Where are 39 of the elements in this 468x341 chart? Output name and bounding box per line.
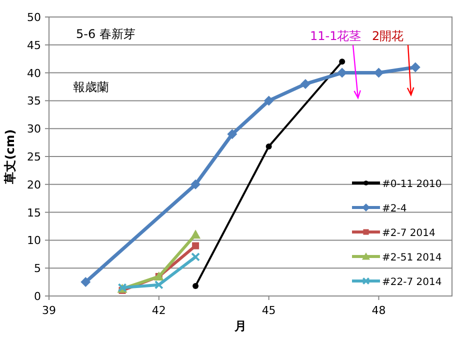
legend-label: #0-11 2010 [382, 179, 442, 190]
point [190, 230, 201, 239]
x-tick-label: 42 [152, 304, 166, 317]
y-tick-label: 0 [34, 290, 41, 303]
point [339, 58, 346, 65]
y-tick-label: 25 [27, 150, 41, 164]
x-tick-label: 48 [372, 304, 386, 317]
annotation: 報歳蘭 [73, 80, 109, 94]
point [80, 277, 91, 288]
point [192, 242, 200, 250]
y-tick-label: 35 [27, 94, 41, 108]
point [410, 62, 420, 72]
annotation: 5-6 春新芽 [76, 27, 136, 41]
y-tick-label: 5 [34, 262, 41, 276]
annotation: 2開花 [372, 29, 404, 43]
point [227, 129, 238, 140]
y-tick-label: 20 [27, 178, 41, 192]
legend-label: #2-7 2014 [382, 228, 436, 239]
y-tick-label: 50 [27, 11, 41, 24]
y-tick-label: 15 [27, 206, 41, 220]
y-tick-label: 30 [27, 122, 41, 136]
point [190, 179, 201, 190]
y-tick-label: 45 [27, 38, 41, 52]
point [192, 282, 199, 289]
x-tick-label: 45 [262, 304, 276, 317]
annotation: 11-1花茎 [310, 29, 362, 43]
point [191, 252, 200, 262]
legend-label: #2-4 [382, 204, 407, 214]
y-tick-label: 10 [27, 234, 41, 248]
point [300, 78, 310, 89]
point [266, 143, 272, 150]
x-axis-title: 月 [234, 319, 246, 333]
y-tick-label: 40 [27, 66, 41, 80]
point [264, 96, 274, 106]
legend-label: #22-7 2014 [382, 277, 442, 288]
legend-label: #2-51 2014 [382, 252, 442, 264]
y-axis-title: 草丈(cm) [3, 129, 17, 185]
point [154, 280, 164, 290]
x-tick-label: 39 [42, 304, 56, 317]
